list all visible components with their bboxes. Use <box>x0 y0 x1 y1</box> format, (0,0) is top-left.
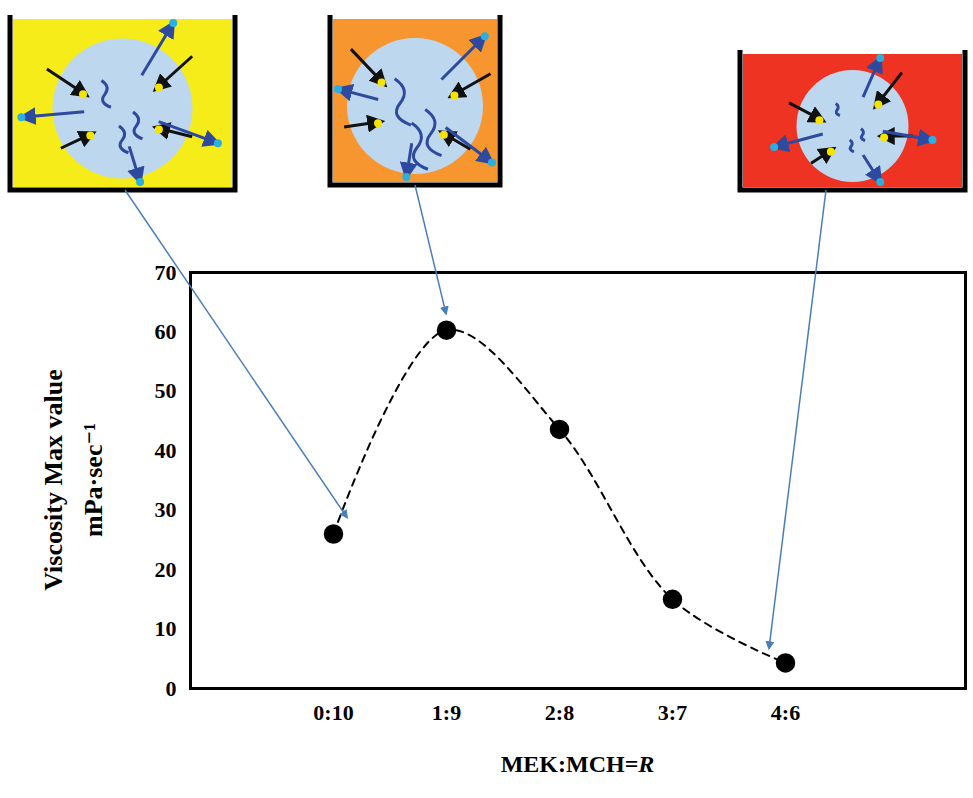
svg-text:0: 0 <box>166 676 177 701</box>
svg-text:10: 10 <box>155 616 177 641</box>
svg-text:30: 30 <box>155 497 177 522</box>
svg-text:50: 50 <box>155 378 177 403</box>
svg-text:4:6: 4:6 <box>771 700 800 725</box>
svg-text:0:10: 0:10 <box>313 700 353 725</box>
svg-text:mPa·sec⁻¹: mPa·sec⁻¹ <box>79 423 108 537</box>
svg-text:20: 20 <box>155 557 177 582</box>
svg-text:3:7: 3:7 <box>658 700 687 725</box>
svg-text:2:8: 2:8 <box>545 700 574 725</box>
svg-text:60: 60 <box>155 319 177 344</box>
svg-text:1:9: 1:9 <box>432 700 461 725</box>
svg-text:70: 70 <box>155 260 177 285</box>
svg-text:MEK:MCH=R: MEK:MCH=R <box>501 751 655 777</box>
svg-text:40: 40 <box>155 438 177 463</box>
svg-text:Viscosity Max value: Viscosity Max value <box>39 369 68 590</box>
